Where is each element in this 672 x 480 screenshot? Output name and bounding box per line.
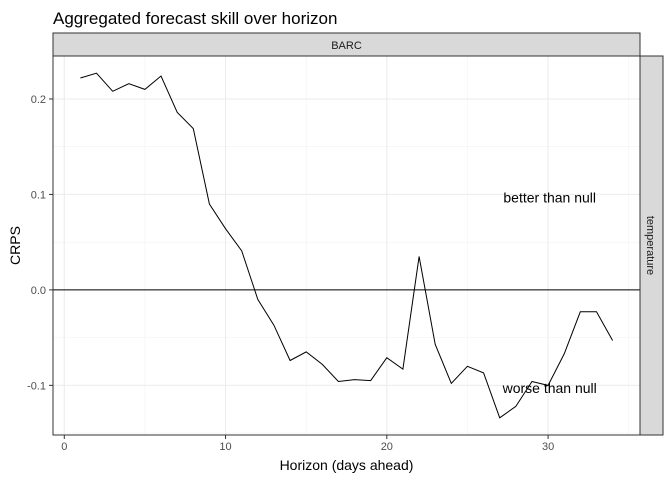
x-tick-label: 10: [219, 441, 231, 453]
y-tick-label: 0.2: [31, 94, 46, 106]
facet-strip-top-label: BARC: [331, 40, 362, 52]
annotations: better than null worse than null: [502, 189, 597, 396]
x-axis-title: Horizon (days ahead): [280, 457, 414, 473]
series-line: [80, 72, 614, 419]
x-tick-label: 0: [61, 441, 67, 453]
plot-panel: [53, 56, 640, 435]
annotation-label: worse than null: [502, 380, 597, 396]
x-tick-label: 30: [542, 441, 554, 453]
plot-panel-border: [52, 55, 641, 436]
y-axis-title: CRPS: [7, 226, 23, 265]
y-tick-label: 0.1: [31, 189, 46, 201]
facet-strip-right-label: temperature: [644, 216, 656, 275]
x-tick-label: 20: [381, 441, 393, 453]
y-tick-label: -0.1: [27, 380, 46, 392]
annotation-label: better than null: [503, 189, 596, 205]
x-axis: 0 10 20 30: [61, 435, 554, 453]
y-tick-label: 0.0: [31, 285, 46, 297]
chart-title: Aggregated forecast skill over horizon: [53, 9, 337, 28]
y-axis: -0.1 0.0 0.1 0.2: [27, 94, 53, 392]
